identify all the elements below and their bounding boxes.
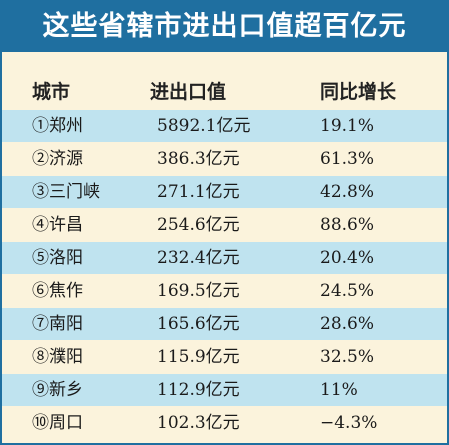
row-city: ⑥焦作	[32, 281, 83, 301]
row-growth: 88.6%	[320, 215, 375, 235]
table-header-row: 城市 进出口值 同比增长	[2, 76, 447, 108]
table-row: ①郑州 5892.1亿元 19.1%	[2, 110, 447, 142]
row-growth: −4.3%	[320, 413, 378, 433]
row-city: ⑦南阳	[32, 314, 83, 334]
row-value: 115.9亿元	[157, 347, 240, 367]
row-city: ④许昌	[32, 215, 83, 235]
table-body: ①郑州 5892.1亿元 19.1% ②济源 386.3亿元 61.3% ③三门…	[2, 110, 447, 440]
row-city: ①郑州	[32, 116, 83, 136]
table-row: ⑦南阳 165.6亿元 28.6%	[2, 308, 447, 340]
header-growth: 同比增长	[320, 81, 397, 103]
table-row: ⑩周口 102.3亿元 −4.3%	[2, 407, 447, 439]
row-growth: 24.5%	[320, 281, 375, 301]
row-value: 232.4亿元	[157, 248, 240, 268]
row-growth: 28.6%	[320, 314, 375, 334]
row-growth: 42.8%	[320, 182, 375, 202]
table-row: ⑥焦作 169.5亿元 24.5%	[2, 275, 447, 307]
row-city: ⑤洛阳	[32, 248, 83, 268]
row-growth: 20.4%	[320, 248, 375, 268]
header-city: 城市	[32, 81, 71, 103]
row-value: 102.3亿元	[157, 413, 240, 433]
row-city: ②济源	[32, 149, 83, 169]
row-city: ⑩周口	[32, 413, 83, 433]
row-value: 165.6亿元	[157, 314, 240, 334]
row-growth: 32.5%	[320, 347, 375, 367]
row-city: ③三门峡	[32, 182, 100, 202]
header-value: 进出口值	[150, 81, 227, 103]
table-row: ⑨新乡 112.9亿元 11%	[2, 374, 447, 406]
row-growth: 19.1%	[320, 116, 375, 136]
row-value: 169.5亿元	[157, 281, 240, 301]
row-value: 271.1亿元	[157, 182, 240, 202]
row-value: 254.6亿元	[157, 215, 240, 235]
table-row: ⑤洛阳 232.4亿元 20.4%	[2, 242, 447, 274]
table-row: ⑧濮阳 115.9亿元 32.5%	[2, 341, 447, 373]
row-value: 5892.1亿元	[157, 116, 251, 136]
row-city: ⑨新乡	[32, 380, 83, 400]
table-row: ④许昌 254.6亿元 88.6%	[2, 209, 447, 241]
table-row: ②济源 386.3亿元 61.3%	[2, 143, 447, 175]
row-growth: 11%	[320, 380, 358, 400]
table-row: ③三门峡 271.1亿元 42.8%	[2, 176, 447, 208]
row-value: 112.9亿元	[157, 380, 240, 400]
table-title: 这些省辖市进出口值超百亿元	[2, 2, 447, 52]
row-city: ⑧濮阳	[32, 347, 83, 367]
row-growth: 61.3%	[320, 149, 375, 169]
row-value: 386.3亿元	[157, 149, 240, 169]
